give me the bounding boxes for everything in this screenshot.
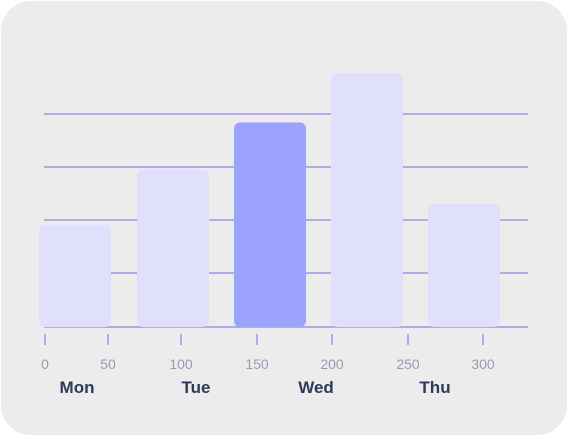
category-label-tue: Tue (182, 378, 211, 397)
bar-2 (137, 169, 209, 327)
bar-5 (428, 203, 500, 327)
x-tick-label: 150 (245, 356, 269, 372)
x-tick-label: 0 (41, 356, 49, 372)
bar-3 (234, 122, 306, 328)
bars-layer (39, 73, 500, 328)
bar-4 (331, 73, 403, 327)
category-label-thu: Thu (419, 378, 450, 397)
category-labels-layer: Mon Tue Wed Thu (60, 378, 451, 397)
category-label-wed: Wed (298, 378, 334, 397)
x-tick-label: 200 (320, 356, 344, 372)
category-label-mon: Mon (60, 378, 95, 397)
x-tick-label: 300 (471, 356, 495, 372)
x-tick-label: 100 (169, 356, 193, 372)
x-ticks-layer: 0 50 100 150 200 250 300 (41, 334, 495, 372)
bar-1 (39, 224, 111, 327)
x-tick-label: 50 (100, 356, 116, 372)
x-tick-label: 250 (396, 356, 420, 372)
